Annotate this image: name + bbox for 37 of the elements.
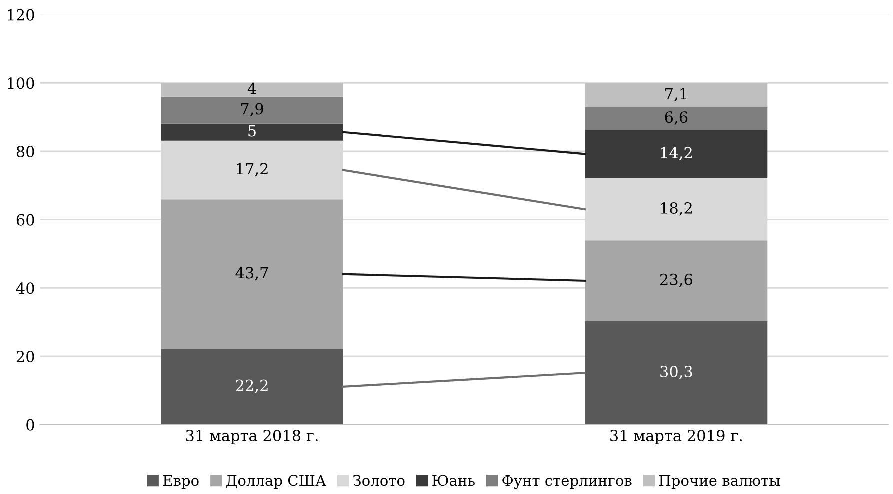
y-tick-label: 100 bbox=[8, 78, 34, 90]
bar bbox=[161, 83, 344, 97]
legend-label: Евро bbox=[163, 475, 199, 489]
legend-label: Юань bbox=[432, 475, 475, 486]
data-label: 6,6 bbox=[665, 112, 688, 125]
data-label: 7,9 bbox=[241, 103, 264, 117]
y-tick-label: 120 bbox=[8, 9, 34, 21]
bar bbox=[161, 124, 344, 141]
data-label: 22,2 bbox=[236, 380, 268, 394]
data-label: 30,3 bbox=[660, 366, 692, 380]
y-tick-label: 0 bbox=[26, 419, 34, 431]
legend-label: Фунт стерлингов bbox=[502, 475, 632, 490]
x-tick-label: 31 марта 2018 г. bbox=[186, 430, 318, 444]
data-label: 18,2 bbox=[661, 202, 692, 216]
bar bbox=[585, 240, 768, 322]
legend-label: Золото bbox=[354, 475, 405, 486]
y-tick-label: 60 bbox=[16, 214, 34, 226]
bar bbox=[585, 130, 768, 178]
y-tick-label: 20 bbox=[16, 350, 34, 363]
x-tick-label: 31 марта 2019 г. bbox=[610, 430, 742, 444]
y-tick-label: 40 bbox=[16, 282, 34, 294]
bar bbox=[585, 107, 768, 130]
data-label: 5 bbox=[248, 125, 256, 137]
data-label: 7,1 bbox=[666, 88, 686, 102]
data-label: 4 bbox=[248, 82, 256, 94]
data-label: 14,2 bbox=[661, 147, 692, 161]
bar bbox=[161, 96, 344, 124]
data-label: 23,6 bbox=[660, 274, 692, 288]
data-label: 17,2 bbox=[237, 163, 268, 177]
legend-label: Прочие валюты bbox=[659, 475, 780, 489]
bar bbox=[161, 200, 344, 349]
bar bbox=[585, 83, 768, 108]
legend-label: Доллар США bbox=[226, 475, 326, 489]
data-label: 43,7 bbox=[236, 267, 268, 281]
bar bbox=[585, 321, 768, 425]
bar bbox=[161, 348, 344, 425]
y-tick-label: 80 bbox=[16, 146, 34, 158]
